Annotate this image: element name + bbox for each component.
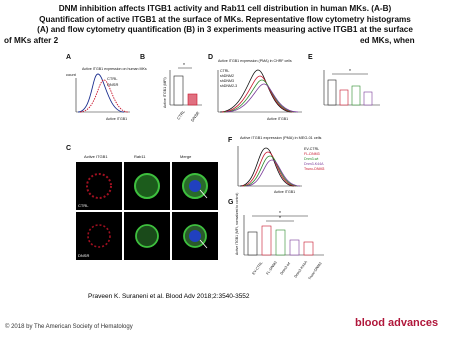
significance: * xyxy=(349,69,351,75)
legend-entry: shDNM2 xyxy=(220,74,234,78)
panel-label: D xyxy=(208,54,213,61)
legend-entry: DNSR xyxy=(107,82,118,87)
panel-label: C xyxy=(66,145,71,152)
axis-label: Active ITGB1 xyxy=(267,117,288,121)
legend-entry: EV-CTRL xyxy=(304,147,319,151)
column-label: Active ITGB1 xyxy=(84,154,108,159)
panel-e: E * xyxy=(308,54,380,106)
axis-label: Active ITGB1 (MFI, normalized to control… xyxy=(235,193,239,255)
category-label: Trunc-DNM3 xyxy=(308,262,323,281)
axis-label: Active ITGB1 xyxy=(274,190,295,194)
significance: * xyxy=(183,63,185,69)
panel-title: Active ITGB1 expression on human MKs xyxy=(82,67,147,71)
panel-d: D Active ITGB1 expression (PMA) in CHRF … xyxy=(208,54,302,121)
legend-entry: shDNM2-3 xyxy=(220,84,237,88)
row-label: CTRL xyxy=(78,203,89,208)
journal-logo: blood advances xyxy=(355,317,439,329)
panel-label: E xyxy=(308,54,313,61)
row-label: DNSR xyxy=(78,253,89,258)
panel-g: G Active ITGB1 (MFI, normalized to contr… xyxy=(228,193,324,281)
category-label: CTRL xyxy=(176,109,187,121)
significance: * xyxy=(279,211,281,217)
title-line: DNM inhibition affects ITGB1 activity an… xyxy=(58,4,392,13)
column-label: Merge xyxy=(180,154,192,159)
category-label: EV-CTRL xyxy=(252,261,264,276)
panel-title: Active ITGB1 expression (PMA) in MEG-01 … xyxy=(240,136,322,140)
column-label: Rab11 xyxy=(134,154,146,159)
title-line: of MKs after 2 xyxy=(4,35,59,45)
panel-label: B xyxy=(140,54,145,61)
title-line: Quantification of active ITGB1 at the su… xyxy=(39,14,411,24)
legend-entry: Dnm3-K44A xyxy=(304,162,324,166)
legend-entry: FL-DNM3 xyxy=(304,152,320,156)
legend-entry: CTRL xyxy=(220,69,229,73)
panel-label: F xyxy=(228,137,233,144)
title-line: ed MKs, when xyxy=(360,35,415,45)
category-label: Dnm3-K44A xyxy=(294,260,309,279)
panel-label: A xyxy=(66,54,71,61)
caption: Praveen K. Suraneni et al. Blood Adv 201… xyxy=(88,293,250,300)
panel-title: Active ITGB1 expression (PMA) in CHRF ce… xyxy=(218,59,292,63)
category-label: FL-DNM3 xyxy=(266,261,278,276)
legend-entry: Dnm3-wt xyxy=(304,157,318,161)
panel-label: G xyxy=(228,199,234,206)
panel-a: A count CTRL DNSR Active ITGB1 expressio… xyxy=(66,54,147,121)
copyright: © 2018 by The American Society of Hemato… xyxy=(5,324,133,330)
panel-b: B Active ITGB1 (MFI) * CTRL DNSR xyxy=(140,54,202,123)
axis-label: Active ITGB1 xyxy=(106,117,127,121)
legend-entry: CTRL xyxy=(107,76,118,81)
figure: A count CTRL DNSR Active ITGB1 expressio… xyxy=(62,50,392,290)
panel-c: C Active ITGB1 Rab11 Merge CTRL DNSR xyxy=(66,145,218,260)
significance: * xyxy=(279,216,281,222)
category-label: Dnm3-wt xyxy=(280,261,292,275)
title-line: (A) and flow cytometry quantification (B… xyxy=(37,25,413,34)
legend-entry: shDNM3 xyxy=(220,79,234,83)
axis-label: count xyxy=(66,72,77,77)
panel-f: F Active ITGB1 expression (PMA) in MEG-0… xyxy=(228,136,324,194)
category-label: DNSR xyxy=(190,110,201,122)
legend-entry: Trunc-DNM3 xyxy=(304,167,324,171)
axis-label: Active ITGB1 (MFI) xyxy=(163,77,167,108)
